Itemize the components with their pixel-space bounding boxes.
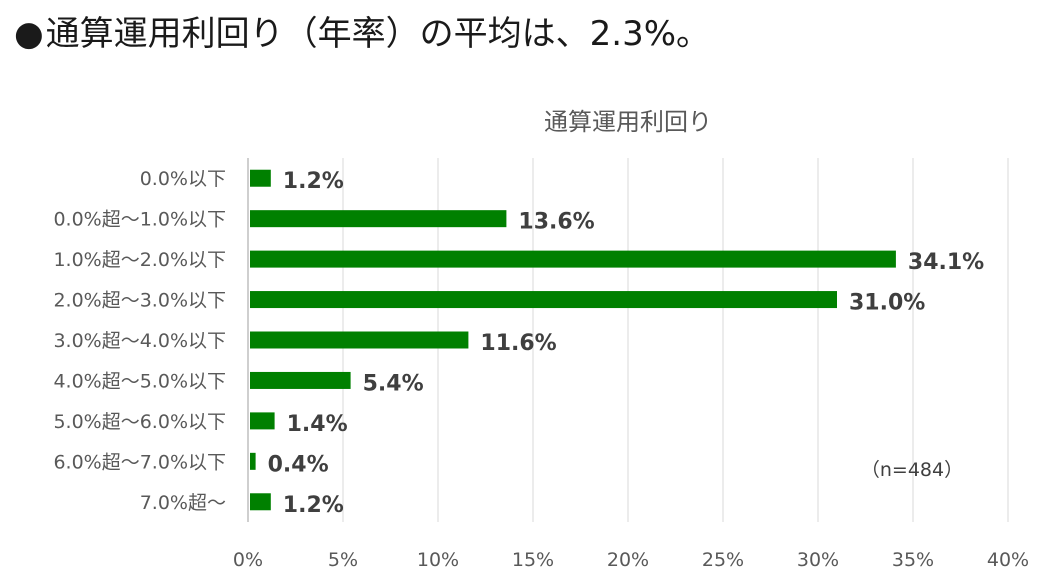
x-tick-label: 40% xyxy=(987,549,1029,571)
x-tick-label: 30% xyxy=(797,549,839,571)
x-tick-label: 35% xyxy=(892,549,934,571)
category-label: 5.0%超～6.0%以下 xyxy=(53,411,226,433)
data-label: 31.0% xyxy=(849,291,925,316)
data-label: 34.1% xyxy=(908,250,984,275)
data-label: 0.4% xyxy=(268,452,329,477)
category-label: 0.0%以下 xyxy=(140,168,226,190)
bar xyxy=(250,250,896,268)
bar xyxy=(250,412,275,430)
bullet-icon: ● xyxy=(14,14,44,54)
category-labels: 0.0%以下 0.0%超～1.0%以下 1.0%超～2.0%以下 2.0%超～3.0%… xyxy=(53,168,226,514)
data-label: 1.2% xyxy=(283,493,344,518)
gridlines xyxy=(342,158,1009,522)
bar xyxy=(250,331,469,349)
bars xyxy=(250,169,896,511)
x-tick-label: 15% xyxy=(512,549,554,571)
x-tick-label: 20% xyxy=(607,549,649,571)
category-label: 4.0%超～5.0%以下 xyxy=(53,370,226,392)
category-label: 7.0%超～ xyxy=(140,492,226,514)
chart-title: 通算運用利回り xyxy=(544,108,712,136)
x-tick-label: 10% xyxy=(417,549,459,571)
bar xyxy=(250,210,507,228)
data-label: 1.2% xyxy=(283,169,344,194)
x-tick-label: 0% xyxy=(233,549,263,571)
data-label: 13.6% xyxy=(518,210,594,235)
x-tick-label: 25% xyxy=(702,549,744,571)
x-axis-ticks: 0% 5% 10% 15% 20% 25% 30% 35% 40% xyxy=(233,549,1029,571)
bar xyxy=(250,452,256,470)
data-labels: 1.2% 13.6% 34.1% 31.0% 11.6% 5.4% 1.4% 0.4% 1.2% xyxy=(268,169,985,518)
category-label: 1.0%超～2.0%以下 xyxy=(53,249,226,271)
bar xyxy=(250,169,271,187)
page-headline: ●通算運用利回り（年率）の平均は、2.3%。 xyxy=(14,6,710,55)
category-label: 3.0%超～4.0%以下 xyxy=(53,330,226,352)
x-tick-label: 5% xyxy=(328,549,358,571)
category-label: 6.0%超～7.0%以下 xyxy=(53,451,226,473)
category-label: 2.0%超～3.0%以下 xyxy=(53,290,226,312)
bar xyxy=(250,291,837,309)
category-label: 0.0%超～1.0%以下 xyxy=(53,209,226,231)
bar xyxy=(250,493,271,511)
data-label: 1.4% xyxy=(287,412,348,437)
sample-size-note: （n=484） xyxy=(861,459,963,481)
headline-text: 通算運用利回り（年率）の平均は、2.3%。 xyxy=(45,14,711,54)
data-label: 5.4% xyxy=(363,371,424,396)
data-label: 11.6% xyxy=(480,331,556,356)
bar xyxy=(250,371,351,389)
